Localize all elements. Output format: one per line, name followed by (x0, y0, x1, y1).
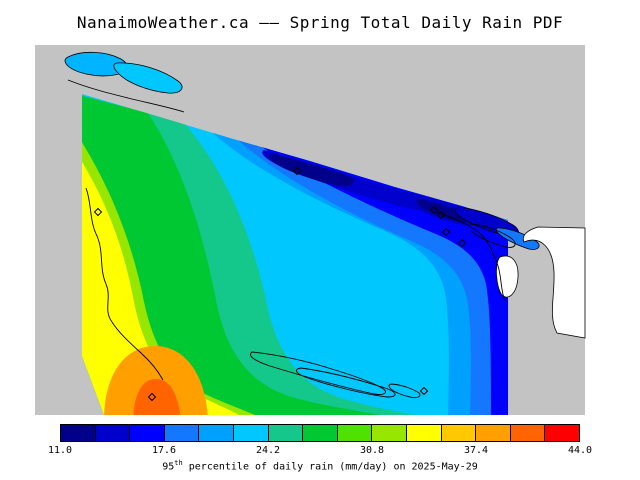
colorbar-tick-label: 11.0 (47, 445, 73, 456)
coastline (250, 351, 386, 395)
page-title: NanaimoWeather.ca —— Spring Total Daily … (76, 13, 564, 32)
colorbar-tick-label: 24.2 (255, 445, 281, 456)
sea-area (496, 255, 519, 298)
colorbar-cell (232, 425, 268, 441)
coastline (67, 79, 185, 113)
coastline (296, 367, 396, 398)
colorbar-cell (302, 425, 337, 441)
colorbar-caption: 95th percentile of daily rain (mm/day) o… (0, 459, 640, 472)
colorbar-cell (336, 425, 372, 441)
colorbar-cell (94, 425, 130, 441)
colorbar-cell (405, 425, 441, 441)
station-marker (436, 210, 446, 220)
colorbar-cell (163, 425, 199, 441)
colorbar-tick-label: 44.0 (567, 445, 593, 456)
contour-band (269, 153, 354, 187)
caption-text: percentile of daily rain (mm/day) on 202… (182, 461, 478, 473)
colorbar-tick-label: 30.8 (359, 445, 385, 456)
colorbar-cell (267, 425, 303, 441)
station-marker (457, 238, 467, 248)
sea-area (522, 226, 586, 339)
station-marker (93, 207, 103, 217)
colorbar-cell (440, 425, 476, 441)
colorbar-cell (61, 425, 95, 441)
colorbar-cell (198, 425, 233, 441)
contour-band (82, 152, 248, 415)
station-marker (419, 386, 429, 396)
station-marker (292, 166, 302, 176)
coastline (388, 383, 421, 399)
coastline (85, 187, 164, 381)
station-marker (147, 392, 157, 402)
caption-value: 95 (162, 461, 175, 473)
colorbar-cell (509, 425, 545, 441)
colorbar-cell (544, 425, 579, 441)
colorbar-tick-label: 17.6 (151, 445, 177, 456)
coastline (469, 223, 516, 248)
colorbar-labels: 11.0 17.6 24.2 30.8 37.4 44.0 (0, 445, 640, 457)
colorbar-cell (371, 425, 406, 441)
colorbar-tick-label: 37.4 (463, 445, 489, 456)
water-inlet (113, 62, 183, 94)
coastline (437, 211, 506, 302)
station-marker (429, 205, 439, 215)
station-marker (441, 227, 451, 237)
colorbar (60, 424, 580, 442)
water-inlet (64, 51, 128, 77)
contour-band (416, 198, 470, 223)
contour-domain (82, 94, 508, 415)
colorbar-cell (129, 425, 164, 441)
contour-band (133, 379, 181, 415)
colorbar-cell (475, 425, 510, 441)
caption-ordinal: th (174, 459, 183, 467)
